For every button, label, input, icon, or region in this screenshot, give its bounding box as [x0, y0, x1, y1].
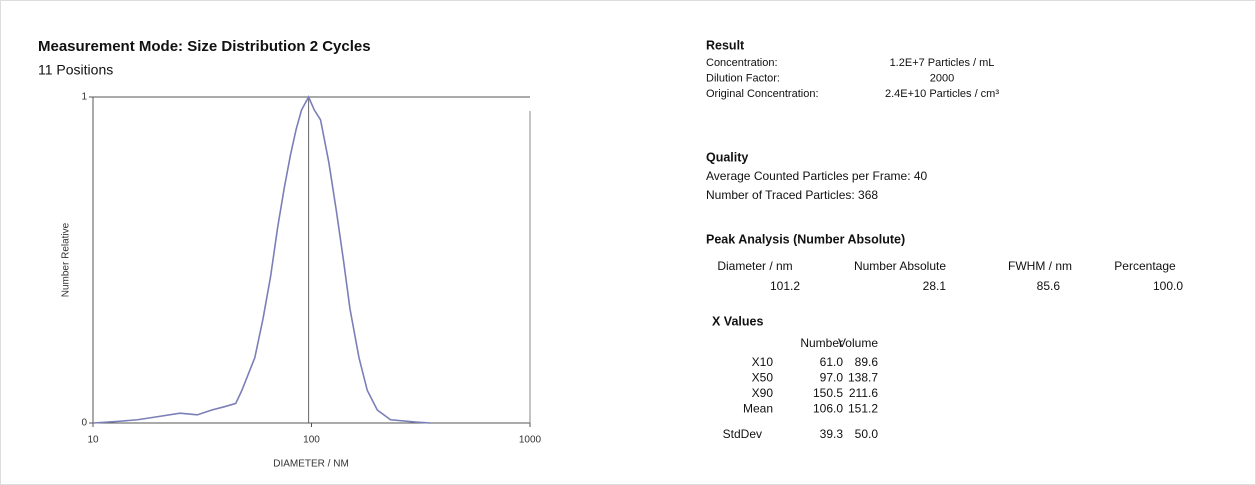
- quality-row: Number of Traced Particles: 368: [706, 188, 878, 202]
- quality-title: Quality: [706, 150, 748, 164]
- x-tick-label: 100: [303, 435, 320, 446]
- xvalues-cell: 50.0: [855, 427, 879, 441]
- xvalues-label: StdDev: [723, 427, 762, 441]
- result-value: 2.4E+10 Particles / cm³: [885, 88, 999, 100]
- peak-title: Peak Analysis (Number Absolute): [706, 232, 905, 246]
- xvalues-cell: 151.2: [848, 402, 878, 416]
- result-title: Result: [706, 38, 745, 52]
- chart-subtitle: 11 Positions: [38, 62, 113, 78]
- xvalues-cell: 39.3: [820, 427, 844, 441]
- peak-value: 100.0: [1153, 279, 1183, 293]
- peak-header: Percentage: [1114, 259, 1176, 273]
- x-tick-label: 1000: [519, 435, 542, 446]
- xvalues-label: Mean: [743, 402, 773, 416]
- y-tick-label: 1: [81, 92, 87, 103]
- xvalues-cell: 150.5: [813, 386, 843, 400]
- xvalues-cell: 138.7: [848, 371, 878, 385]
- result-value: 2000: [930, 72, 954, 84]
- result-label: Original Concentration:: [706, 88, 819, 100]
- xvalues-header: Number: [800, 336, 843, 350]
- result-value: 1.2E+7 Particles / mL: [890, 57, 995, 69]
- chart-title: Measurement Mode: Size Distribution 2 Cy…: [38, 38, 371, 55]
- peak-value: 28.1: [923, 279, 947, 293]
- x-axis-label: DIAMETER / NM: [273, 459, 349, 470]
- peak-header: FWHM / nm: [1008, 259, 1072, 273]
- peak-value: 85.6: [1037, 279, 1061, 293]
- xvalues-title: X Values: [712, 314, 763, 328]
- xvalues-cell: 61.0: [820, 355, 844, 369]
- peak-header: Number Absolute: [854, 259, 946, 273]
- y-axis-label: Number Relative: [61, 222, 72, 297]
- xvalues-cell: 106.0: [813, 402, 843, 416]
- xvalues-label: X50: [752, 371, 774, 385]
- xvalues-header: Volume: [838, 336, 878, 350]
- xvalues-cell: 211.6: [849, 386, 878, 400]
- xvalues-label: X10: [752, 355, 774, 369]
- result-label: Concentration:: [706, 57, 778, 69]
- xvalues-cell: 97.0: [820, 371, 844, 385]
- peak-header: Diameter / nm: [717, 259, 792, 273]
- xvalues-label: X90: [752, 386, 774, 400]
- x-tick-label: 10: [87, 435, 99, 446]
- quality-row: Average Counted Particles per Frame: 40: [706, 169, 928, 183]
- result-label: Dilution Factor:: [706, 72, 780, 84]
- distribution-line: [92, 95, 431, 424]
- y-tick-label: 0: [81, 418, 87, 429]
- xvalues-cell: 89.6: [855, 355, 879, 369]
- peak-value: 101.2: [770, 279, 800, 293]
